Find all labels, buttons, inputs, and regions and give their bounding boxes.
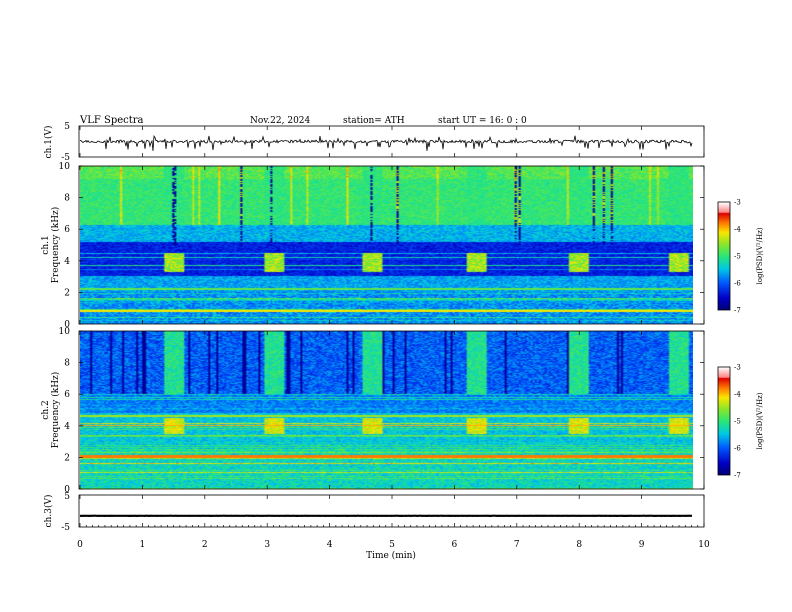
ch1-colorbar-tick-label: -6 (734, 280, 741, 288)
time-axis-tick-label: 7 (514, 540, 520, 550)
ch1-spectrogram-ylabel-ch: ch.1 (41, 235, 51, 254)
ch3-waveform-frame (78, 494, 705, 528)
ch1-colorbar-tick-label: -4 (734, 226, 741, 234)
time-axis-tick-label: 5 (389, 540, 395, 550)
ch2-colorbar-tick-label: -4 (734, 391, 741, 399)
time-axis-tick-label: 1 (140, 540, 146, 550)
station-label: station= ATH (343, 116, 405, 126)
ch3-ytick-5: 5 (64, 492, 70, 502)
ch2-spectrogram-ytick-label: 8 (64, 359, 70, 369)
time-axis-tick-label: 9 (639, 540, 645, 550)
time-axis-tick-label: 0 (77, 540, 83, 550)
ch2-colorbar-frame (717, 366, 731, 476)
ch1-colorbar-image (718, 202, 730, 310)
ch1-waveform-ylabel: ch.1(V) (43, 126, 54, 159)
ch1-spectrogram-frame (78, 165, 705, 325)
ch2-spectrogram-frame (78, 330, 705, 490)
ch1-spectrogram-image (80, 166, 693, 324)
ch2-spectrogram-ytick-label: 0 (64, 485, 70, 495)
ch1-spectrogram-ytick-label: 0 (64, 320, 70, 330)
ch3-waveform-panel: 5 -5 ch.3(V) (43, 492, 705, 533)
ch1-ytick-5: 5 (64, 122, 70, 132)
time-axis-tick-label: 2 (202, 540, 208, 550)
ch1-colorbar-tick-label: -7 (734, 307, 741, 315)
time-axis-tick-label: 8 (576, 540, 582, 550)
ch2-spectrogram-ytick-label: 6 (64, 390, 70, 400)
time-axis-tick-label: 4 (327, 540, 333, 550)
ch2-spectrogram-yticks: 0 2 4 6 8 10 (59, 327, 704, 495)
ch2-colorbar-tick-label: -7 (734, 472, 741, 480)
ch2-colorbar-tick-label: -3 (734, 364, 741, 372)
time-axis-tick-label: 3 (264, 540, 270, 550)
time-axis-tick-label: 10 (698, 540, 710, 550)
ch2-spectrogram-ylabel-freq: Frequency (kHz) (50, 372, 61, 449)
ch1-ytick-neg5: -5 (61, 153, 70, 163)
figure-title: VLF Spectra (79, 115, 144, 126)
time-axis-ticks: 0 1 2 3 4 5 6 7 8 9 10 (77, 126, 710, 550)
ch1-colorbar-tick-label: -5 (734, 253, 741, 261)
ch1-spectrogram-ytick-label: 4 (64, 257, 70, 267)
ch2-spectrogram-image (80, 331, 693, 489)
ch1-colorbar: -3 -4 -5 -6 -7 log(PSD)(V²/Hz) (717, 199, 764, 315)
ch2-colorbar: -3 -4 -5 -6 -7 log(PSD)(V²/Hz) (717, 364, 764, 480)
ch2-spectrogram-ytick-label: 2 (64, 453, 70, 463)
ch1-colorbar-ticks: -3 -4 -5 -6 -7 (734, 199, 741, 315)
ch1-waveform-frame (78, 125, 705, 158)
ch1-waveform-line (79, 135, 693, 151)
date-label: Nov.22, 2024 (250, 116, 311, 126)
ch1-spectrogram-ylabel-freq: Frequency (kHz) (50, 207, 61, 284)
ch2-colorbar-image (718, 367, 730, 475)
time-axis-tick-label: 6 (452, 540, 458, 550)
ch1-spectrogram-ytick-label: 10 (59, 162, 71, 172)
ch3-waveform-ylabel: ch.3(V) (43, 495, 54, 528)
ch3-ytick-neg5: -5 (61, 523, 70, 533)
ch1-spectrogram-ytick-label: 2 (64, 288, 70, 298)
ch2-spectrogram-ytick-label: 10 (59, 327, 71, 337)
start-time-label: start UT = 16: 0 : 0 (438, 116, 527, 126)
ch2-spectrogram-ylabel-ch: ch.2 (41, 400, 51, 419)
ch1-spectrogram-ytick-label: 6 (64, 225, 70, 235)
ch1-spectrogram-ytick-label: 8 (64, 194, 70, 204)
ch2-colorbar-ticks: -3 -4 -5 -6 -7 (734, 364, 741, 480)
ch2-colorbar-label: log(PSD)(V²/Hz) (756, 392, 764, 449)
ch1-colorbar-tick-label: -3 (734, 199, 741, 207)
time-axis-label: Time (min) (366, 550, 416, 561)
ch2-spectrogram-ytick-label: 4 (64, 422, 70, 432)
ch1-spectrogram-panel: 0 2 4 6 8 10 ch.1 Frequency (kHz) (41, 162, 705, 330)
ch1-waveform-panel: 5 -5 ch.1(V) (43, 122, 705, 163)
ch1-colorbar-label: log(PSD)(V²/Hz) (756, 227, 764, 284)
ch1-colorbar-frame (717, 201, 731, 311)
ch2-colorbar-tick-label: -5 (734, 418, 741, 426)
ch2-spectrogram-panel: 0 2 4 6 8 10 ch.2 Frequency (kHz) (41, 327, 705, 495)
ch2-colorbar-tick-label: -6 (734, 445, 741, 453)
